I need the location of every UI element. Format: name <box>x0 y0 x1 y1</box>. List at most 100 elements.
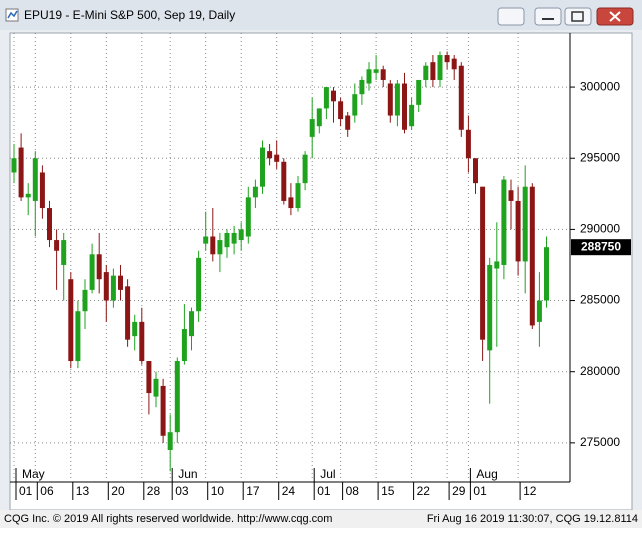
x-tick-label: 06 <box>40 484 54 498</box>
candle-body <box>181 329 187 362</box>
candle-body <box>366 69 372 84</box>
candle-body <box>423 65 429 80</box>
x-tick-label: 08 <box>346 484 360 498</box>
candle-body <box>274 154 280 162</box>
candle-body <box>217 240 223 255</box>
candle-body <box>323 87 329 109</box>
x-tick-label: 13 <box>76 484 90 498</box>
x-tick-label: 01 <box>317 484 331 498</box>
candle-body <box>160 385 166 436</box>
candle-body <box>295 183 301 209</box>
candle-body <box>387 83 393 116</box>
last-price-label: 288750 <box>581 239 621 253</box>
candle-body <box>380 69 386 80</box>
candle-body <box>89 254 95 290</box>
candle-body <box>402 83 407 130</box>
x-tick-label: 10 <box>211 484 225 498</box>
y-tick-label: 300000 <box>580 79 620 93</box>
candle-body <box>238 229 244 241</box>
candle-body <box>501 179 507 265</box>
link-button[interactable] <box>497 7 525 26</box>
candle-body <box>39 172 45 209</box>
candle-body <box>338 101 344 120</box>
candle-body <box>196 257 202 312</box>
window-icon-graph <box>7 10 18 19</box>
y-tick-label: 280000 <box>580 364 620 378</box>
candle-body <box>309 119 315 137</box>
chart-panel <box>9 32 633 511</box>
candle-body <box>394 83 400 116</box>
candle-body <box>515 200 521 262</box>
month-label: Jun <box>178 467 197 481</box>
candle-body <box>352 94 358 116</box>
candle-body <box>458 65 464 130</box>
candle-body <box>189 311 194 337</box>
candle-body <box>82 289 88 312</box>
candle-body <box>25 193 31 198</box>
y-tick-label: 290000 <box>580 222 620 236</box>
y-tick-label: 275000 <box>580 435 620 449</box>
candle-body <box>316 108 322 127</box>
candle-body <box>252 186 258 198</box>
candle-body <box>451 58 457 70</box>
x-tick-label: 15 <box>381 484 395 498</box>
y-tick-label: 285000 <box>580 293 620 307</box>
close-glyph <box>609 11 621 22</box>
footer-bar <box>0 510 642 528</box>
candle-body <box>536 300 542 322</box>
candle-body <box>32 158 38 201</box>
candle-body <box>203 236 209 244</box>
candle-body <box>487 264 493 351</box>
minimize-button[interactable] <box>534 7 562 26</box>
candle-body <box>146 361 152 394</box>
x-tick-label: 28 <box>147 484 161 498</box>
candle-body <box>224 232 230 248</box>
candle-body <box>245 197 251 237</box>
candle-body <box>132 321 138 337</box>
candle-body <box>18 147 24 198</box>
candle-body <box>522 186 528 262</box>
candle-body <box>118 275 123 290</box>
candle-body <box>430 62 436 80</box>
x-tick-label: 22 <box>417 484 431 498</box>
candle-body <box>331 90 336 102</box>
candle-body <box>359 79 365 95</box>
candle-body <box>139 321 145 362</box>
candle-body <box>480 186 486 340</box>
month-label: May <box>22 467 45 481</box>
x-tick-label: 20 <box>111 484 125 498</box>
candle-body <box>96 254 102 280</box>
candle-body <box>529 186 535 326</box>
x-tick-label: 24 <box>282 484 296 498</box>
month-label: Jul <box>320 467 335 481</box>
candle-body <box>103 272 109 301</box>
candle-body <box>494 261 500 269</box>
candle-body <box>260 147 265 187</box>
candle-body <box>302 154 308 184</box>
maximize-button[interactable] <box>564 7 592 26</box>
candle-body <box>465 129 471 159</box>
candle-body <box>267 151 273 159</box>
candle-body <box>110 275 116 301</box>
y-tick-label: 295000 <box>580 150 620 164</box>
x-tick-label: 03 <box>175 484 189 498</box>
candle-body <box>444 55 450 63</box>
month-label: Aug <box>476 467 497 481</box>
x-tick-label: 01 <box>473 484 487 498</box>
candle-body <box>288 197 294 209</box>
candle-body <box>68 279 74 362</box>
candle-body <box>231 232 237 244</box>
candle-body <box>11 158 17 173</box>
candle-body <box>54 240 60 251</box>
candle-body <box>210 236 216 255</box>
candle-body <box>508 190 514 201</box>
candle-body <box>174 361 180 433</box>
candle-body <box>409 104 415 127</box>
last-price-box <box>571 239 631 256</box>
footer-copyright: CQG Inc. © 2019 All rights reserved worl… <box>4 513 332 525</box>
candle-body <box>153 378 159 397</box>
candle-body <box>47 208 52 241</box>
candle-body <box>544 247 549 301</box>
candle-body <box>373 69 379 73</box>
